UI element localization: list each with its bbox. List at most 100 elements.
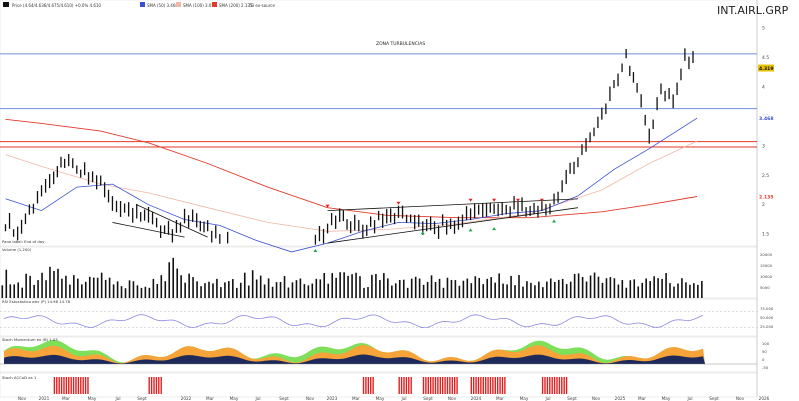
signal-bar <box>158 377 160 394</box>
time-axis-label: 2025 <box>615 396 626 401</box>
time-axis-label: 2021 <box>39 396 50 401</box>
volume-bar <box>172 257 175 298</box>
signal-bar <box>410 377 412 394</box>
volume-bar <box>605 278 608 298</box>
time-axis-label: Mar <box>638 396 646 401</box>
volume-bar <box>470 283 473 298</box>
signal-bar <box>484 377 487 394</box>
sma100-legend-swatch <box>176 2 181 7</box>
signal-bar <box>449 377 451 394</box>
volume-bar <box>494 282 496 298</box>
volume-bar <box>359 276 361 298</box>
marker-up <box>313 248 318 252</box>
volume-bar <box>243 272 246 298</box>
signal-bar <box>77 377 80 394</box>
signal-bar <box>429 377 432 394</box>
rsi-line <box>3 314 704 329</box>
volume-bar <box>208 281 210 298</box>
signal-bar <box>398 377 400 394</box>
signal-bar <box>75 377 77 394</box>
marker-down <box>468 198 473 202</box>
volume-bar <box>379 280 381 298</box>
volume-bar <box>96 277 99 298</box>
volume-bar <box>438 278 441 298</box>
signal-bar <box>63 377 65 394</box>
volume-panel-label: Volume (1,200) <box>2 247 32 252</box>
volume-bar <box>152 278 155 298</box>
volume-bar <box>120 286 123 298</box>
signal-bar <box>427 377 429 394</box>
signal-bar <box>496 377 499 394</box>
volume-bar <box>581 276 584 298</box>
volume-bar <box>498 273 500 298</box>
rsi-axis-label: 75.000 <box>760 306 774 311</box>
volume-bar <box>446 277 449 298</box>
signal-bar <box>437 377 439 394</box>
signal-bar <box>501 377 504 394</box>
volume-bar <box>701 280 703 298</box>
rsi-panel-label: RSI Estocástico estr (P) 14.96 14.78 <box>2 299 71 304</box>
time-axis-label: Sept <box>279 396 289 401</box>
signal-bar <box>408 377 410 394</box>
volume-bar <box>391 285 393 298</box>
signal-bar <box>470 377 472 394</box>
signal-bar <box>494 377 496 394</box>
signal-bar <box>558 377 561 394</box>
trendline-1 <box>327 207 578 244</box>
time-axis-label: Jul <box>400 396 406 401</box>
volume-bar <box>188 273 190 298</box>
signal-bar <box>544 377 546 394</box>
sma50-legend-swatch <box>140 2 145 7</box>
extra-legend: TSI ex-source <box>247 3 275 8</box>
volume-bar <box>589 275 592 298</box>
signal-panel-label: Stoch ACCoD ex 1 <box>2 375 37 380</box>
volume-bar <box>140 287 143 298</box>
volume-bar <box>557 279 560 298</box>
volume-axis-label: 20000 <box>760 252 773 257</box>
signal-bar <box>444 377 446 394</box>
volume-bar <box>637 286 640 298</box>
volume-bar <box>216 278 218 298</box>
marker-up <box>492 227 497 231</box>
volume-bar <box>522 286 524 298</box>
volume-bar <box>69 284 71 298</box>
time-axis-label: Mar <box>496 396 504 401</box>
volume-bar <box>267 278 270 298</box>
volume-bar <box>665 272 667 298</box>
volume-bar <box>180 275 182 298</box>
stoch-axis-label: 100 <box>762 341 770 346</box>
volume-bar <box>251 270 254 298</box>
volume-bar <box>450 280 453 298</box>
volume-bar <box>303 284 306 298</box>
price-axis-label: 4 <box>762 84 765 90</box>
signal-bar <box>439 377 441 394</box>
signal-panel <box>53 377 568 394</box>
price-axis-label: 4.5 <box>762 55 769 61</box>
volume-bar <box>339 272 341 298</box>
volume-bar <box>319 279 322 298</box>
volume-bar <box>375 274 377 298</box>
signal-bar <box>556 377 558 394</box>
volume-bar <box>168 262 171 298</box>
volume-bar <box>13 284 16 298</box>
marker-up <box>552 219 557 223</box>
time-axis-label: Jul <box>544 396 550 401</box>
volume-bar <box>279 281 282 298</box>
stoch-axis-label: 0 <box>762 357 765 362</box>
volume-bar <box>625 287 628 298</box>
volume-bar <box>577 273 580 298</box>
signal-bar <box>441 377 444 394</box>
time-axis-label: Nov <box>592 396 601 401</box>
signal-bar <box>70 377 72 394</box>
volume-bar <box>108 277 111 298</box>
volume-bar <box>657 278 659 298</box>
volume-bar <box>593 272 596 298</box>
volume-bar <box>77 278 79 298</box>
volume-bar <box>597 276 600 298</box>
volume-bar <box>299 278 302 298</box>
volume-bar <box>291 282 294 298</box>
volume-bar <box>128 280 131 298</box>
volume-bar <box>53 270 55 298</box>
signal-bar <box>422 377 425 394</box>
volume-bar <box>1 285 4 298</box>
